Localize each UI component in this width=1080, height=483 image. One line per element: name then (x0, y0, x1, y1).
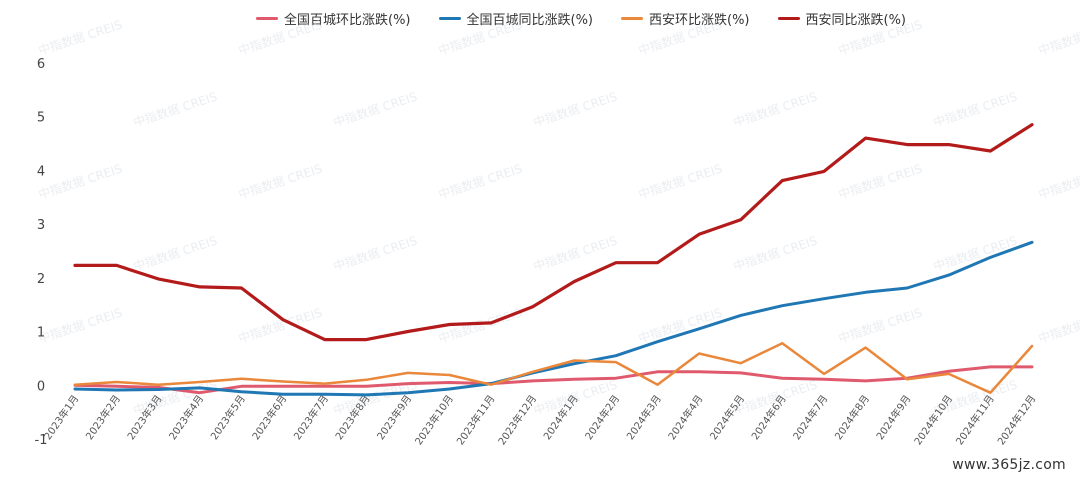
watermark-text: 中指数据 CREIS (836, 305, 924, 346)
watermark-text: 中指数据 CREIS (636, 161, 724, 202)
watermark-text: 中指数据 CREIS (836, 161, 924, 202)
legend-swatch-national-yoy (438, 17, 461, 20)
x-tick-label: 2023年11月 (454, 392, 498, 447)
legend-label-national-mom: 全国百城环比涨跌(%) (284, 13, 411, 28)
line-xian-yoy[interactable] (73, 123, 1034, 342)
line-national-mom[interactable] (73, 365, 1034, 395)
x-tick-label: 2024年9月 (873, 392, 913, 442)
watermark-text: 中指数据 CREIS (236, 305, 324, 346)
x-tick-label: 2024年12月 (994, 392, 1038, 447)
series-lines (73, 123, 1034, 397)
x-tick-label: 2023年5月 (208, 392, 248, 442)
watermark-text: 中指数据 CREIS (331, 89, 419, 130)
y-axis: 6 5 4 3 2 1 0 -1 (35, 57, 48, 448)
y-tick-label: 0 (37, 379, 45, 394)
watermark-text: 中指数据 CREIS (731, 233, 819, 274)
x-tick-label: 2024年4月 (665, 392, 705, 442)
watermark-text: 中指数据 CREIS (836, 17, 924, 58)
watermark-text: 中指数据 CREIS (131, 233, 219, 274)
y-tick-label: 1 (37, 326, 45, 341)
legend-item-xian-mom[interactable]: 西安环比涨跌(%) (621, 9, 750, 28)
watermark-text: 中指数据 CREIS (636, 17, 724, 58)
y-tick-label: 4 (37, 164, 45, 179)
legend-swatch-xian-mom (621, 17, 643, 20)
legend-label-xian-yoy: 西安同比涨跌(%) (805, 13, 907, 28)
watermark-text: 中指数据 CREIS (236, 161, 324, 202)
watermark-text: 中指数据 CREIS (1036, 161, 1080, 202)
watermark-layer: 中指数据 CREIS 中指数据 CREIS 中指数据 CREIS 中指数据 CREIS… (36, 17, 1080, 418)
x-tick-label: 2023年10月 (412, 392, 456, 447)
watermark-text: 中指数据 CREIS (36, 161, 124, 202)
watermark-text: 中指数据 CREIS (436, 161, 524, 202)
x-tick-label: 2024年10月 (911, 392, 955, 447)
x-axis: 2023年1月 2023年2月 2023年3月 2023年4月 2023年5月 2023年… (41, 392, 1038, 447)
chart-legend: 全国百城环比涨跌(%) 全国百城同比涨跌(%) 西安环比涨跌(%) 西安同比涨跌… (256, 9, 906, 28)
legend-label-national-yoy: 全国百城同比涨跌(%) (466, 13, 594, 28)
legend-item-national-yoy[interactable]: 全国百城同比涨跌(%) (438, 9, 594, 28)
site-watermark: www.365jz.com (952, 457, 1066, 473)
watermark-text: 中指数据 CREIS (131, 89, 219, 130)
legend-item-xian-yoy[interactable]: 西安同比涨跌(%) (777, 9, 907, 28)
line-national-yoy[interactable] (73, 240, 1034, 397)
legend-label-xian-mom: 西安环比涨跌(%) (649, 13, 750, 28)
watermark-text: 中指数据 CREIS (331, 233, 419, 274)
watermark-text: 中指数据 CREIS (931, 89, 1019, 130)
watermark-text: 中指数据 CREIS (1036, 17, 1080, 58)
x-tick-label: 2023年12月 (495, 392, 539, 447)
x-tick-label: 2023年2月 (83, 392, 123, 442)
x-tick-label: 2023年6月 (249, 392, 289, 442)
x-tick-label: 2023年1月 (41, 392, 81, 442)
x-tick-label: 2023年7月 (291, 392, 331, 442)
line-xian-mom[interactable] (73, 342, 1034, 394)
legend-item-national-mom[interactable]: 全国百城环比涨跌(%) (256, 9, 411, 28)
y-tick-label: 3 (37, 218, 45, 233)
y-tick-label: 6 (37, 57, 45, 72)
watermark-text: 中指数据 CREIS (36, 17, 124, 58)
x-tick-label: 2024年8月 (832, 392, 872, 442)
y-tick-label: 5 (37, 111, 45, 126)
y-tick-label: -1 (35, 433, 48, 448)
watermark-text: 中指数据 CREIS (1036, 305, 1080, 346)
legend-swatch-xian-yoy (777, 17, 800, 20)
watermark-text: 中指数据 CREIS (36, 305, 124, 346)
x-tick-label: 2024年5月 (707, 392, 747, 442)
x-tick-label: 2024年3月 (624, 392, 664, 442)
y-tick-label: 2 (37, 272, 45, 287)
watermark-text: 中指数据 CREIS (531, 89, 619, 130)
legend-swatch-national-mom (256, 17, 278, 20)
watermark-text: 中指数据 CREIS (436, 17, 524, 58)
watermark-text: 中指数据 CREIS (236, 17, 324, 58)
watermark-text: 中指数据 CREIS (731, 89, 819, 130)
x-tick-label: 2024年7月 (790, 392, 830, 442)
